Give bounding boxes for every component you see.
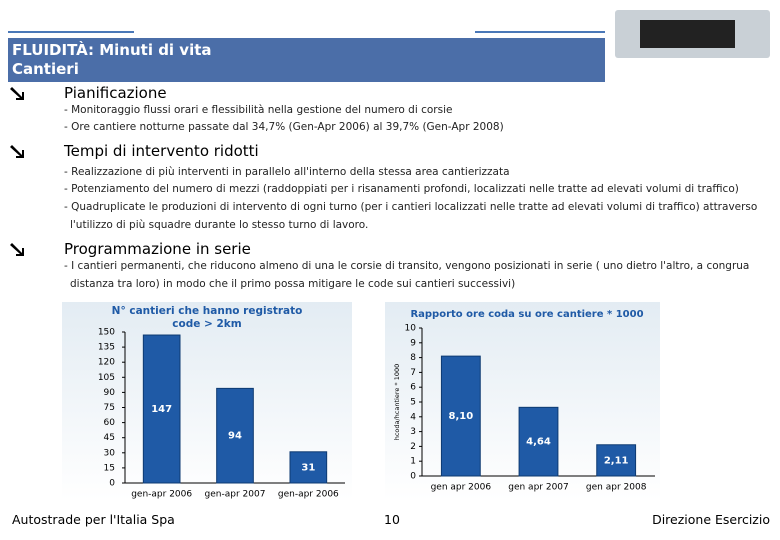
- bar: [518, 406, 559, 477]
- bullets: [10, 87, 24, 256]
- bar: [142, 334, 181, 484]
- item-text: - Realizzazione di più interventi in par…: [64, 166, 510, 178]
- item-text: l'utilizzo di più squadre durante lo ste…: [70, 219, 369, 231]
- y-tick-label: 150: [98, 328, 115, 338]
- section-heading: Pianificazione: [64, 84, 167, 102]
- y-tick-label: 30: [104, 448, 116, 458]
- x-tick-label: gen apr 2008: [586, 483, 647, 493]
- y-tick-label: 0: [109, 479, 115, 489]
- y-tick-label: 105: [98, 373, 115, 383]
- y-tick-label: 0: [410, 472, 416, 482]
- bar: [440, 355, 481, 477]
- y-tick-label: 4: [410, 412, 416, 422]
- bullet-arrow: [10, 87, 24, 100]
- x-tick-label: gen apr 2007: [508, 483, 569, 493]
- footer-right: Direzione Esercizio: [652, 512, 770, 527]
- footer-left: Autostrade per l'Italia Spa: [12, 512, 175, 527]
- item-text: distanza tra loro) in modo che il primo …: [70, 278, 516, 290]
- title: FLUIDITÀ: Minuti di vita: [12, 41, 212, 59]
- value-label: 2,11: [604, 455, 629, 466]
- subtitle: Cantieri: [12, 60, 79, 78]
- x-tick-label: gen-apr 2006: [278, 490, 339, 500]
- y-tick-label: 45: [104, 433, 115, 443]
- value-label: 8,10: [448, 411, 473, 422]
- x-tick-label: gen-apr 2006: [131, 490, 192, 500]
- y-tick-label: 90: [104, 388, 116, 398]
- section-heading: Programmazione in serie: [64, 240, 251, 258]
- y-tick-label: 75: [104, 403, 115, 413]
- y-tick-label: 3: [410, 427, 416, 437]
- y-tick-label: 9: [410, 338, 416, 348]
- page-number: 10: [384, 512, 400, 527]
- item-text: - Potenziamento del numero di mezzi (rad…: [64, 183, 739, 195]
- y-axis-label: hcoda/hcantiere * 1000: [393, 364, 401, 441]
- y-tick-label: 2: [410, 442, 416, 452]
- chart-title: N° cantieri che hanno registrato code > 2…: [112, 305, 303, 330]
- y-tick-label: 120: [98, 358, 115, 368]
- x-tick-label: gen-apr 2007: [205, 490, 266, 500]
- bullet-arrow: [10, 243, 24, 256]
- x-tick-label: gen apr 2006: [431, 483, 492, 493]
- title-bar: [8, 38, 605, 82]
- section-heading: Tempi di intervento ridotti: [64, 142, 259, 160]
- value-label: 4,64: [526, 437, 551, 448]
- photo-sign: [640, 20, 735, 48]
- bar: [289, 451, 328, 484]
- y-tick-label: 6: [410, 383, 416, 393]
- y-tick-label: 10: [405, 324, 417, 334]
- bar: [596, 444, 637, 477]
- item-text: - Monitoraggio flussi orari e flessibili…: [64, 104, 453, 116]
- item-text: - Quadruplicate le produzioni di interve…: [64, 201, 758, 213]
- item-text: - Ore cantiere notturne passate dal 34,7…: [64, 121, 504, 133]
- bullet-arrow: [10, 145, 24, 158]
- y-tick-label: 5: [410, 398, 416, 408]
- chart-title: Rapporto ore coda su ore cantiere * 1000: [410, 309, 643, 320]
- y-tick-label: 15: [104, 463, 115, 473]
- bar: [216, 387, 254, 484]
- value-label: 31: [301, 462, 315, 473]
- value-label: 147: [151, 404, 172, 415]
- y-tick-label: 8: [410, 353, 416, 363]
- y-tick-label: 135: [98, 343, 115, 353]
- y-tick-label: 7: [410, 368, 416, 378]
- y-tick-label: 60: [104, 418, 116, 428]
- y-tick-label: 1: [410, 457, 416, 467]
- value-label: 94: [228, 431, 242, 442]
- item-text: - I cantieri permanenti, che riducono al…: [64, 260, 750, 272]
